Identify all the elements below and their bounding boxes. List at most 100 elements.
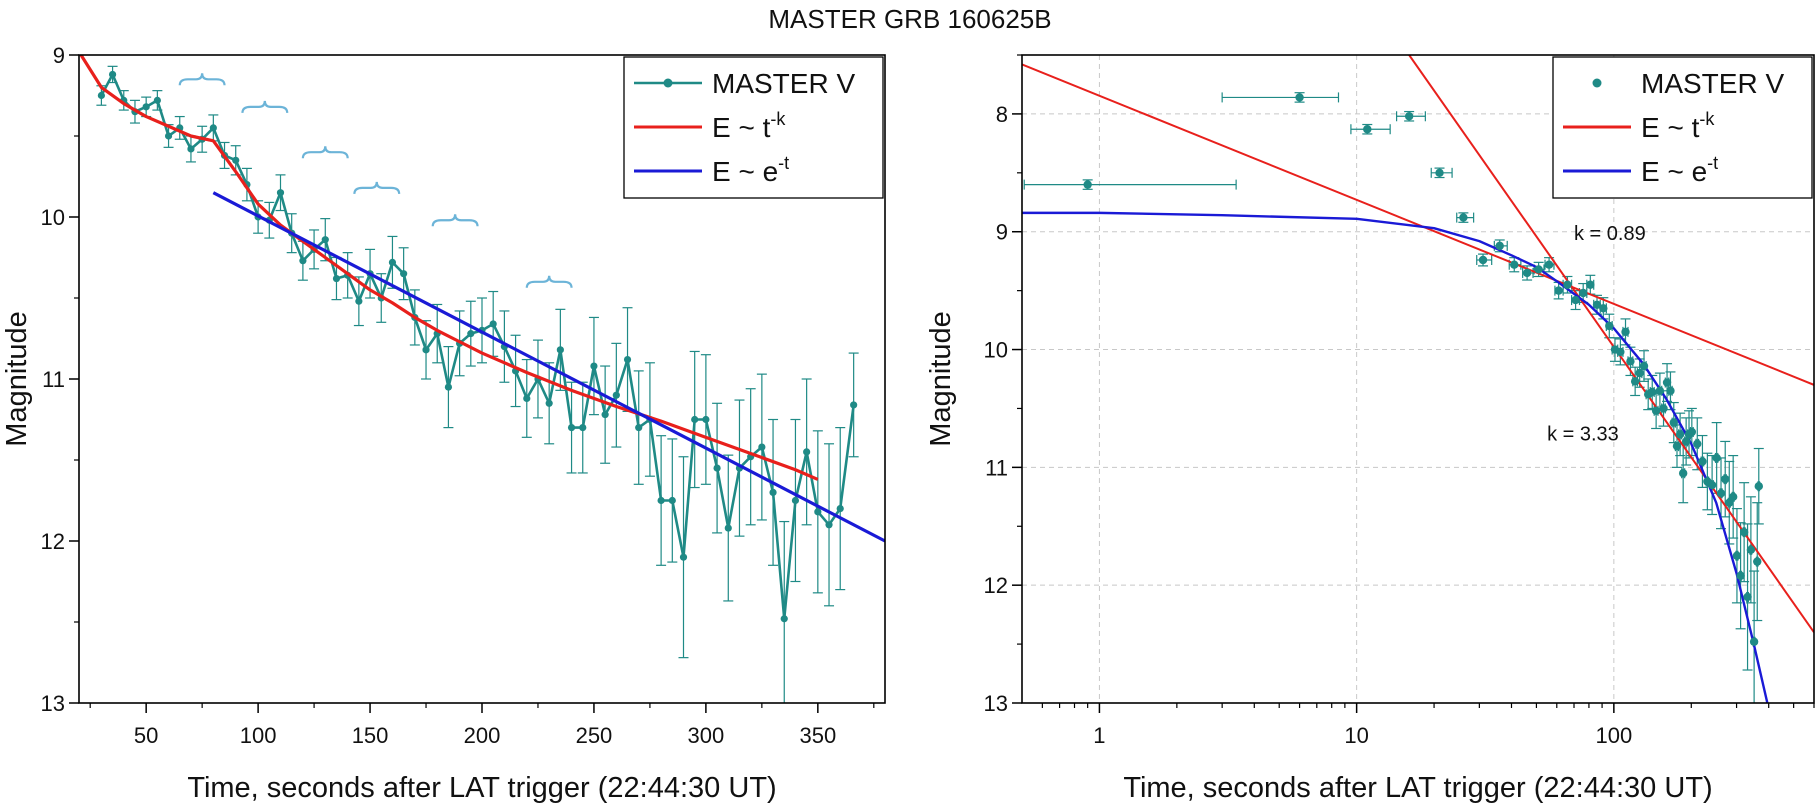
left-data-point (164, 132, 173, 140)
right-data-point (1732, 551, 1742, 560)
left-data-point (299, 257, 307, 265)
left-x-tick-label: 350 (799, 723, 836, 748)
right-legend-superscript: -k (1699, 109, 1715, 129)
left-data-point (836, 505, 844, 513)
right-data-point (1295, 93, 1304, 102)
right-annotations: k = 0.89 k = 3.33 (1547, 223, 1646, 445)
right-data-point (1495, 241, 1504, 251)
left-data-point (713, 464, 721, 472)
left-data-point (758, 443, 766, 451)
left-data-point (825, 521, 833, 529)
right-data-point (1599, 304, 1608, 313)
left-series-exponential (212, 191, 885, 543)
right-y-tick-label: 12 (984, 573, 1008, 598)
left-data-point (601, 411, 609, 419)
right-legend-label: E ~ e-t (1641, 153, 1718, 187)
right-x-tick-label: 10 (1344, 723, 1368, 748)
right-data-point (1363, 125, 1372, 134)
right-x-tick-label: 1 (1093, 723, 1105, 748)
left-legend-label: E ~ t-k (712, 109, 786, 143)
left-data-point (803, 448, 811, 456)
left-data-point (142, 103, 150, 111)
left-data-point (232, 156, 240, 164)
left-data-point (679, 553, 688, 561)
left-data-point (579, 424, 587, 432)
left-y-tick-label: 9 (53, 43, 65, 68)
left-legend-label: MASTER V (712, 68, 855, 99)
right-y-tick-label: 10 (984, 338, 1008, 363)
right-x-tick-label: 100 (1595, 723, 1632, 748)
right-data-point (1404, 112, 1414, 121)
left-data-point (276, 189, 285, 197)
left-legend-superscript: -t (778, 153, 789, 173)
right-data-point (1648, 387, 1657, 397)
right-legend: MASTER VE ~ t-kE ~ e-t (1552, 56, 1813, 199)
left-data-point (623, 355, 632, 364)
right-data-point (1651, 406, 1661, 416)
left-brace (353, 181, 401, 194)
left-x-tick-label: 100 (240, 723, 277, 748)
right-data-point (1743, 592, 1752, 602)
right-data-point (1707, 480, 1717, 490)
right-legend-marker (1592, 78, 1602, 88)
right-data-point (1698, 457, 1707, 466)
left-data-point (400, 270, 408, 278)
left-data-point (814, 508, 822, 516)
left-y-tick-label: 10 (41, 205, 65, 230)
right-data-point (1687, 427, 1697, 437)
right-data-point (1662, 378, 1672, 387)
right-k-annotation: k = 0.89 (1574, 223, 1646, 245)
left-data-point (691, 415, 699, 424)
right-data-point (1544, 260, 1554, 269)
right-data-point (1712, 453, 1721, 463)
right-data-point (1586, 280, 1595, 289)
left-brace (431, 214, 479, 227)
left-legend-marker (663, 78, 673, 88)
right-data-point (1749, 637, 1759, 646)
right-ylabel: Magnitude (925, 311, 957, 446)
right-data-point (1681, 437, 1691, 446)
left-series (79, 55, 885, 703)
left-data-point (388, 258, 397, 266)
left-brace (525, 275, 573, 288)
left-data-point (612, 391, 620, 399)
left-axis-ticks: 50 100 150 200 250 300 350 9 10 11 12 13 (41, 43, 875, 748)
left-data-point (657, 496, 665, 505)
right-data-point (1736, 571, 1745, 580)
left-data-point (467, 330, 475, 338)
left-y-tick-label: 12 (41, 529, 65, 554)
left-x-tick-label: 150 (352, 723, 389, 748)
left-data-point (567, 424, 576, 432)
right-data-point (1753, 557, 1762, 566)
left-y-tick-label: 13 (41, 691, 65, 716)
right-data-point (1659, 404, 1668, 413)
right-series-exponential (1022, 211, 1769, 703)
left-xlabel: Time, seconds after LAT trigger (22:44:3… (187, 772, 776, 804)
left-x-tick-label: 200 (464, 723, 501, 748)
left-data-point (850, 401, 858, 409)
left-data-point (724, 524, 732, 532)
right-data-point (1621, 327, 1630, 337)
right-y-tick-label: 11 (985, 455, 1008, 480)
right-y-tick-label: 9 (996, 220, 1008, 245)
left-data-point (187, 145, 195, 153)
right-data-point (1534, 265, 1543, 274)
right-data-point (1639, 361, 1649, 371)
left-data-point (97, 91, 105, 100)
right-data-point (1616, 347, 1625, 357)
left-data-point (545, 399, 553, 407)
left-brace (301, 146, 349, 159)
right-data-point (1592, 300, 1602, 309)
right-series-powerlaw-1 (1022, 63, 1814, 386)
right-chart: 1 10 100 8 9 10 11 12 13 Time, seconds after LAT… (925, 54, 1815, 804)
left-data-point (668, 496, 676, 505)
left-data-point (422, 346, 430, 354)
right-data-point (1739, 527, 1749, 537)
left-legend: MASTER V E ~ t-k E ~ e-t (623, 56, 884, 199)
left-data-point (590, 362, 598, 370)
right-data-point (1635, 368, 1644, 378)
figure-title: MASTER GRB 160625B (768, 4, 1051, 34)
right-data-point (1716, 489, 1726, 498)
left-x-tick-label: 50 (134, 723, 158, 748)
